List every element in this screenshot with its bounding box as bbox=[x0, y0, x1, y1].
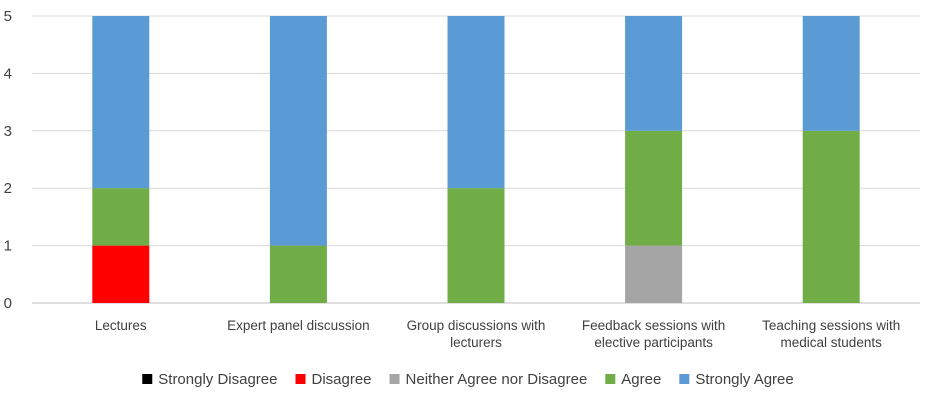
bar-segment-agree bbox=[447, 188, 505, 303]
x-category-label: Feedback sessions with elective participa… bbox=[582, 318, 725, 350]
bar-segment-strongly-agree bbox=[802, 16, 860, 131]
bar-segment-disagree bbox=[92, 245, 150, 303]
legend-swatch-disagree bbox=[295, 374, 306, 384]
axes: 0 1 2 3 4 5 Lectures Expert panel discussion Gro… bbox=[4, 8, 901, 350]
bar-segment-agree bbox=[269, 245, 327, 303]
legend-swatch-strongly-agree bbox=[679, 374, 690, 384]
legend-swatch-agree bbox=[605, 374, 616, 384]
bar-segment-agree bbox=[625, 130, 683, 246]
bar-segment-agree bbox=[92, 188, 150, 246]
x-category-label: Expert panel discussion bbox=[227, 318, 370, 333]
y-tick-label: 4 bbox=[4, 65, 12, 82]
x-category-label: Lectures bbox=[95, 318, 147, 333]
y-tick-label: 3 bbox=[4, 123, 12, 140]
legend-swatch-neither-agree-nor-disagree bbox=[389, 374, 400, 384]
bar-segment-agree bbox=[802, 130, 860, 303]
bar-segment-neither-agree-nor-disagree bbox=[625, 245, 683, 303]
legend-swatch-strongly-disagree bbox=[142, 374, 153, 384]
bar-segment-strongly-agree bbox=[92, 16, 150, 189]
bar-segment-strongly-agree bbox=[625, 16, 683, 131]
bars bbox=[92, 16, 860, 303]
y-tick-label: 1 bbox=[4, 238, 12, 255]
x-category-label: Group discussions with lecturers bbox=[407, 318, 546, 350]
legend-label-disagree: Disagree bbox=[312, 371, 372, 388]
x-category-label: Teaching sessions with medical students bbox=[762, 318, 900, 350]
bar-segment-strongly-agree bbox=[269, 16, 327, 246]
y-tick-label: 0 bbox=[4, 295, 12, 312]
legend-label-strongly-disagree: Strongly Disagree bbox=[158, 371, 277, 388]
legend-label-strongly-agree: Strongly Agree bbox=[695, 371, 793, 388]
y-tick-label: 2 bbox=[4, 180, 12, 197]
legend-label-neither-agree-nor-disagree: Neither Agree nor Disagree bbox=[406, 371, 588, 388]
legend: Strongly Disagree Disagree Neither Agree n… bbox=[142, 371, 794, 388]
bar-segment-strongly-agree bbox=[447, 16, 505, 189]
legend-label-agree: Agree bbox=[621, 371, 661, 388]
y-tick-label: 5 bbox=[4, 8, 12, 25]
